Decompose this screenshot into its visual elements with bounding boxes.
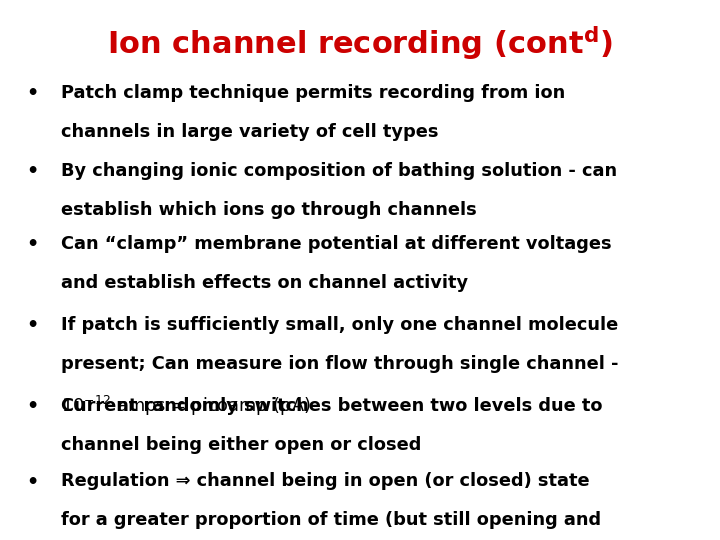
Text: If patch is sufficiently small, only one channel molecule: If patch is sufficiently small, only one… bbox=[61, 316, 618, 334]
Text: establish which ions go through channels: establish which ions go through channels bbox=[61, 201, 477, 219]
Text: channel being either open or closed: channel being either open or closed bbox=[61, 436, 422, 454]
Text: $\mathregular{10^{-12}}$ amps = picoamp (pA): $\mathregular{10^{-12}}$ amps = picoamp … bbox=[61, 394, 311, 418]
Text: present; Can measure ion flow through single channel -: present; Can measure ion flow through si… bbox=[61, 355, 618, 373]
Text: •: • bbox=[26, 235, 39, 254]
Text: Patch clamp technique permits recording from ion: Patch clamp technique permits recording … bbox=[61, 84, 565, 102]
Text: •: • bbox=[26, 84, 39, 103]
Text: •: • bbox=[26, 472, 39, 491]
Text: •: • bbox=[26, 397, 39, 416]
Text: for a greater proportion of time (but still opening and: for a greater proportion of time (but st… bbox=[61, 511, 601, 529]
Text: and establish effects on channel activity: and establish effects on channel activit… bbox=[61, 274, 468, 292]
Text: •: • bbox=[26, 316, 39, 335]
Text: Can “clamp” membrane potential at different voltages: Can “clamp” membrane potential at differ… bbox=[61, 235, 612, 253]
Text: Current randomly switches between two levels due to: Current randomly switches between two le… bbox=[61, 397, 603, 415]
Text: Ion channel recording (cont$\mathregular{^d}$): Ion channel recording (cont$\mathregular… bbox=[107, 24, 613, 62]
Text: By changing ionic composition of bathing solution - can: By changing ionic composition of bathing… bbox=[61, 162, 617, 180]
Text: channels in large variety of cell types: channels in large variety of cell types bbox=[61, 123, 438, 140]
Text: •: • bbox=[26, 162, 39, 181]
Text: Regulation ⇒ channel being in open (or closed) state: Regulation ⇒ channel being in open (or c… bbox=[61, 472, 590, 490]
